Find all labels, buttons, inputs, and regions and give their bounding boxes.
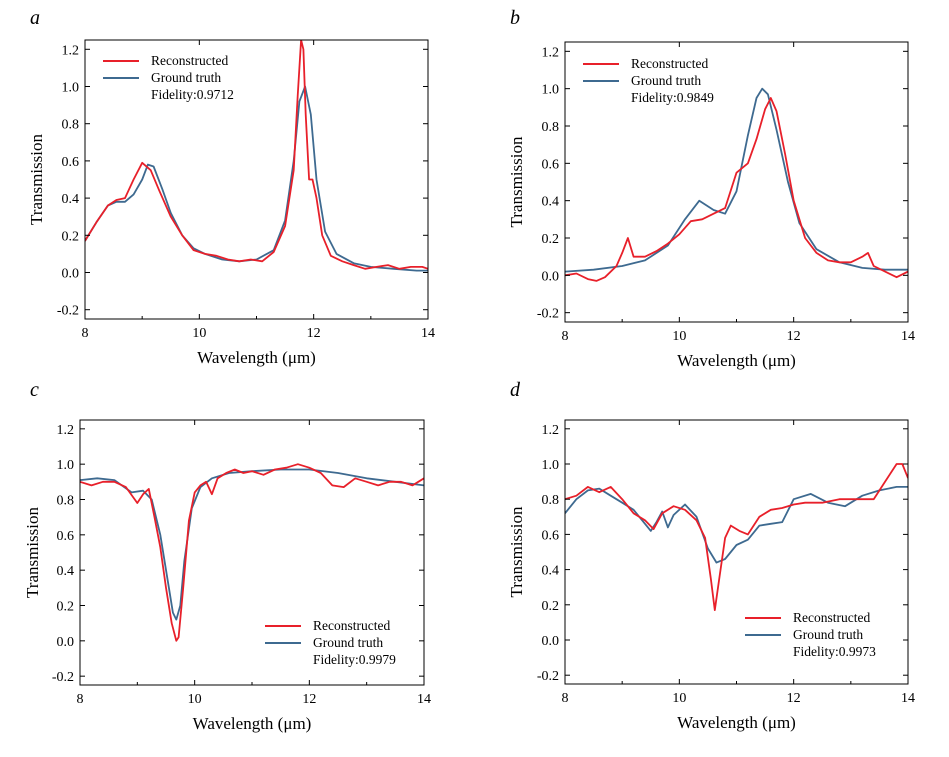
x-tick-label: 12 (302, 692, 316, 707)
series-line-ground-truth (80, 468, 424, 621)
legend: Reconstructed Ground truth Fidelity:0.9979 (265, 618, 396, 667)
y-tick-label: -0.2 (537, 669, 559, 684)
y-tick-label: 0.8 (57, 494, 75, 509)
series-line-ground-truth (85, 85, 428, 272)
legend: Reconstructed Ground truth Fidelity:0.9973 (745, 610, 876, 659)
y-tick-label: 0.0 (542, 269, 560, 284)
y-tick-label: 1.2 (542, 423, 560, 438)
chart-panel-d: d 8 10 12 14 -0.2 0.0 0.2 0.4 0.6 0.8 1.0 1.2 Wavelen… (507, 379, 915, 732)
legend-label: Ground truth (313, 635, 383, 650)
x-tick-label: 8 (77, 692, 84, 707)
y-axis-label: Transmission (27, 133, 46, 225)
y-tick-label: 0.2 (542, 599, 560, 614)
legend-label: Reconstructed (151, 53, 228, 68)
legend-label: Reconstructed (793, 610, 870, 625)
x-tick-label: 14 (417, 692, 431, 707)
panel-letter: b (510, 7, 520, 29)
x-axis-label: Wavelength (μm) (677, 713, 796, 732)
x-tick-label: 12 (787, 691, 801, 706)
series-line-reconstructed (80, 463, 424, 642)
y-tick-label: 1.2 (57, 423, 75, 438)
y-tick-label: -0.2 (537, 307, 559, 322)
y-tick-label: 0.0 (57, 635, 75, 650)
y-tick-label: -0.2 (57, 304, 79, 319)
y-tick-label: 1.0 (62, 81, 80, 96)
y-tick-label: 0.4 (62, 192, 80, 207)
chart-panel-b: b 8 10 12 14 -0.2 0.0 0.2 0.4 0.6 0.8 1.0 1.2 Wavelen… (507, 7, 915, 370)
x-tick-label: 8 (82, 326, 89, 341)
y-axis-label: Transmission (23, 506, 42, 598)
y-tick-label: 0.2 (57, 600, 75, 615)
y-tick-label: -0.2 (52, 670, 74, 685)
fidelity-label: Fidelity:0.9712 (151, 87, 234, 102)
y-tick-label: 0.6 (542, 157, 560, 172)
x-axis-label: Wavelength (μm) (193, 714, 312, 733)
x-tick-label: 10 (672, 329, 686, 344)
fidelity-label: Fidelity:0.9849 (631, 90, 714, 105)
legend-label: Reconstructed (313, 618, 390, 633)
legend: Reconstructed Ground truth Fidelity:0.9712 (103, 53, 234, 102)
y-tick-label: 0.6 (57, 529, 75, 544)
y-tick-label: 0.8 (62, 118, 80, 133)
legend-label: Reconstructed (631, 56, 708, 71)
x-tick-label: 10 (192, 326, 206, 341)
panel-letter: d (510, 379, 521, 401)
legend: Reconstructed Ground truth Fidelity:0.9849 (583, 56, 714, 105)
x-axis-label: Wavelength (μm) (197, 348, 316, 367)
y-tick-label: 1.0 (542, 83, 560, 98)
panel-letter: a (30, 7, 40, 29)
legend-label: Ground truth (793, 627, 863, 642)
x-tick-label: 10 (188, 692, 202, 707)
series-line-reconstructed (565, 463, 908, 611)
y-tick-label: 0.2 (542, 232, 560, 247)
series-line-ground-truth (565, 87, 908, 273)
legend-label: Ground truth (151, 70, 221, 85)
series-line-reconstructed (565, 97, 908, 282)
x-tick-label: 14 (421, 326, 435, 341)
fidelity-label: Fidelity:0.9979 (313, 652, 396, 667)
y-axis-label: Transmission (507, 506, 526, 598)
panel-letter: c (30, 379, 39, 401)
y-tick-label: 0.2 (62, 229, 80, 244)
x-tick-label: 12 (307, 326, 321, 341)
y-tick-label: 1.0 (57, 458, 75, 473)
y-tick-label: 0.0 (542, 634, 560, 649)
fidelity-label: Fidelity:0.9973 (793, 644, 876, 659)
y-tick-label: 0.8 (542, 493, 560, 508)
chart-panel-c: c 8 10 12 14 -0.2 0.0 0.2 0.4 0.6 0.8 1.0 1.2 Wavelen… (23, 379, 431, 733)
y-tick-label: 1.0 (542, 458, 560, 473)
series-line-reconstructed (85, 40, 428, 270)
y-tick-label: 0.0 (62, 267, 80, 282)
y-tick-label: 1.2 (62, 43, 80, 58)
x-tick-label: 10 (672, 691, 686, 706)
y-tick-label: 0.4 (57, 564, 75, 579)
x-tick-label: 8 (562, 329, 569, 344)
plot-frame (84, 39, 429, 320)
y-tick-label: 1.2 (542, 45, 560, 60)
y-axis-label: Transmission (507, 136, 526, 228)
y-tick-label: 0.4 (542, 564, 560, 579)
x-tick-label: 14 (901, 329, 915, 344)
plot-frame (564, 41, 909, 323)
series-line-ground-truth (565, 485, 908, 564)
y-tick-label: 0.6 (542, 528, 560, 543)
chart-panel-a: a 8 10 12 14 -0.2 0.0 0.2 0.4 0.6 0.8 1.0 1.2 Wavelen… (27, 7, 435, 367)
x-axis-label: Wavelength (μm) (677, 351, 796, 370)
y-tick-label: 0.4 (542, 195, 560, 210)
legend-label: Ground truth (631, 73, 701, 88)
x-tick-label: 8 (562, 691, 569, 706)
y-tick-label: 0.6 (62, 155, 80, 170)
x-tick-label: 14 (901, 691, 915, 706)
x-tick-label: 12 (787, 329, 801, 344)
y-tick-label: 0.8 (542, 120, 560, 135)
